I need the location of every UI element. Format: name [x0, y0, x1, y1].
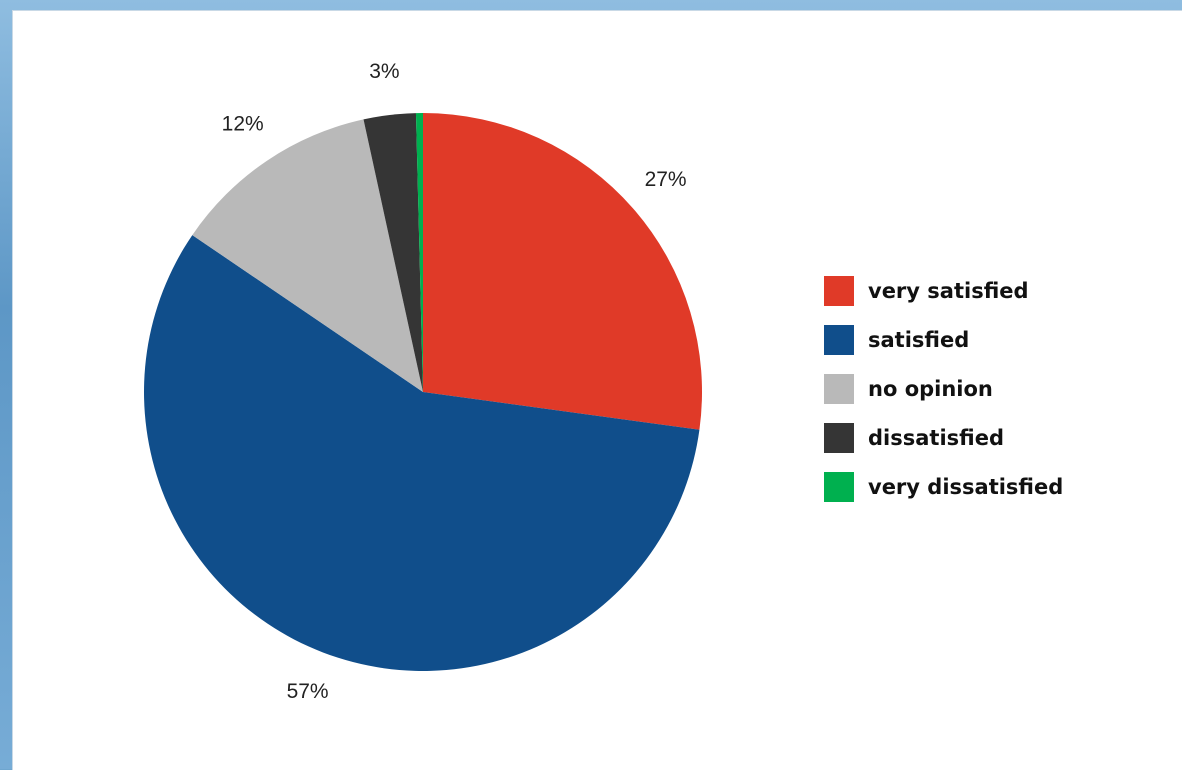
legend-swatch-very-satisfied	[824, 276, 854, 306]
legend-item-no-opinion: no opinion	[824, 374, 993, 404]
legend-label-very-dissatisfied: very dissatisfied	[868, 475, 1064, 499]
chart-panel: 27% 57% 12% 3% very satisfied satisfied no …	[12, 10, 1182, 770]
pie-slice-very-dissatisfied	[415, 113, 423, 392]
legend-item-very-dissatisfied: very dissatisfied	[824, 472, 1063, 502]
pie-slice-very-satisfied	[423, 113, 703, 430]
legend-swatch-very-dissatisfied	[824, 472, 854, 502]
legend-item-very-satisfied: very satisfied	[824, 276, 1029, 306]
pie-slice-dissatisfied	[363, 113, 423, 392]
legend-item-satisfied: satisfied	[824, 325, 969, 355]
pie-label-satisfied: 57%	[287, 680, 329, 703]
pie-slice-no-opinion	[192, 119, 423, 393]
pie-label-dissatisfied: 3%	[369, 60, 399, 83]
pie-label-very-satisfied: 27%	[645, 168, 687, 191]
legend-swatch-no-opinion	[824, 374, 854, 404]
legend-label-dissatisfied: dissatisfied	[868, 426, 1004, 450]
pie-slice-satisfied	[144, 235, 700, 671]
legend-label-no-opinion: no opinion	[868, 377, 993, 401]
pie-chart: 27% 57% 12% 3%	[144, 60, 703, 703]
legend-swatch-satisfied	[824, 325, 854, 355]
pie-label-no-opinion: 12%	[222, 113, 264, 136]
legend-item-dissatisfied: dissatisfied	[824, 423, 1004, 453]
legend-label-very-satisfied: very satisfied	[868, 279, 1029, 303]
legend-label-satisfied: satisfied	[868, 328, 970, 352]
legend-swatch-dissatisfied	[824, 423, 854, 453]
